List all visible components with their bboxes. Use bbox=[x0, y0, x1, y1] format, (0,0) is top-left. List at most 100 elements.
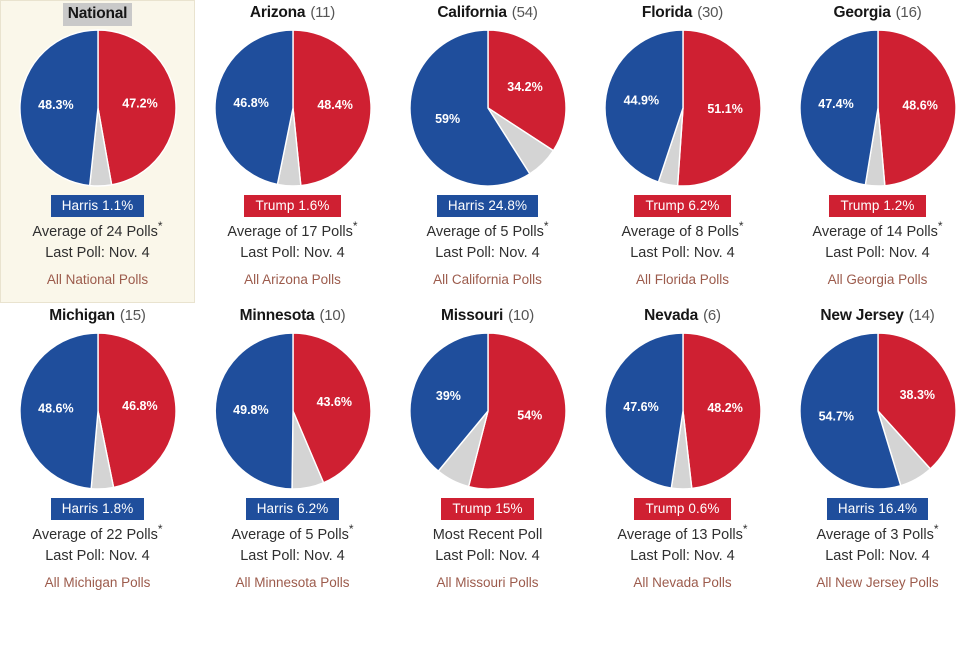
democrat-slice-label: 48.3% bbox=[38, 98, 73, 112]
democrat-slice-label: 47.6% bbox=[623, 400, 658, 414]
republican-slice bbox=[467, 332, 567, 490]
republican-slice-label: 54% bbox=[517, 409, 542, 423]
margin-badge: Harris 16.4% bbox=[826, 498, 929, 520]
card-title: Missouri (10) bbox=[441, 306, 534, 328]
all-polls-link[interactable]: All Michigan Polls bbox=[44, 575, 151, 590]
polls-count-line: Average of 14 Polls* bbox=[812, 219, 943, 243]
poll-card-georgia: Georgia (16) 48.6% 47.4% Trump 1.2% Average o… bbox=[780, 0, 975, 303]
polls-count-line: Average of 8 Polls* bbox=[621, 219, 744, 243]
pie-wrap: 46.8% 48.6% bbox=[18, 331, 178, 491]
electoral-votes: (14) bbox=[908, 307, 935, 324]
republican-slice bbox=[291, 332, 372, 484]
all-polls-link[interactable]: All New Jersey Polls bbox=[816, 575, 939, 590]
polls-count-text: Average of 13 Polls bbox=[617, 527, 743, 543]
asterisk-marker: * bbox=[352, 219, 358, 234]
state-name: National bbox=[62, 3, 133, 26]
pie-chart: 48.6% 47.4% bbox=[798, 29, 957, 187]
card-title: Arizona (11) bbox=[250, 3, 335, 25]
pie-wrap: 54% 39% bbox=[408, 331, 568, 491]
republican-slice-label: 38.3% bbox=[899, 388, 934, 402]
last-poll-line: Last Poll: Nov. 4 bbox=[630, 548, 735, 564]
state-name: Georgia bbox=[833, 4, 891, 21]
state-name: Arizona bbox=[249, 4, 306, 21]
last-poll-line: Last Poll: Nov. 4 bbox=[630, 245, 735, 261]
polls-count-text: Average of 24 Polls bbox=[32, 224, 158, 240]
pie-wrap: 48.2% 47.6% bbox=[603, 331, 763, 491]
republican-slice-label: 51.1% bbox=[707, 102, 742, 116]
polls-count-line: Average of 24 Polls* bbox=[32, 219, 163, 243]
republican-slice bbox=[291, 29, 372, 187]
democrat-slice-label: 59% bbox=[435, 112, 460, 126]
democrat-slice bbox=[408, 332, 489, 473]
state-name: Nevada bbox=[644, 307, 699, 324]
poll-card-missouri: Missouri (10) 54% 39% Trump 15% Most Recent P… bbox=[390, 303, 585, 606]
card-title: California (54) bbox=[437, 3, 538, 25]
democrat-slice bbox=[213, 29, 294, 186]
pie-wrap: 47.2% 48.3% bbox=[18, 28, 178, 188]
last-poll-line: Last Poll: Nov. 4 bbox=[240, 245, 345, 261]
last-poll-line: Last Poll: Nov. 4 bbox=[825, 548, 930, 564]
asterisk-marker: * bbox=[157, 522, 163, 537]
asterisk-marker: * bbox=[157, 219, 163, 234]
card-title: Nevada (6) bbox=[644, 306, 721, 328]
pie-chart: 48.2% 47.6% bbox=[603, 332, 762, 490]
all-polls-link[interactable]: All Nevada Polls bbox=[633, 575, 732, 590]
state-name: California bbox=[437, 4, 507, 21]
polls-count-text: Average of 8 Polls bbox=[621, 224, 739, 240]
asterisk-marker: * bbox=[742, 522, 748, 537]
all-polls-link[interactable]: All National Polls bbox=[46, 272, 149, 287]
poll-card-california: California (54) 34.2% 59% Harris 24.8% Averag… bbox=[390, 0, 585, 303]
republican-slice-label: 47.2% bbox=[122, 97, 157, 111]
asterisk-marker: * bbox=[933, 522, 939, 537]
republican-slice-label: 48.6% bbox=[902, 98, 937, 112]
all-polls-link[interactable]: All Arizona Polls bbox=[244, 272, 341, 287]
polls-count-text: Average of 14 Polls bbox=[812, 224, 938, 240]
margin-badge: Harris 1.1% bbox=[50, 195, 145, 217]
state-name: New Jersey bbox=[820, 307, 904, 324]
republican-slice-label: 46.8% bbox=[122, 399, 157, 413]
card-title: Georgia (16) bbox=[833, 3, 921, 25]
all-polls-link[interactable]: All Missouri Polls bbox=[436, 575, 539, 590]
poll-card-national: National 47.2% 48.3% Harris 1.1% Average of … bbox=[0, 0, 195, 303]
margin-badge: Trump 1.2% bbox=[829, 195, 926, 217]
polls-count-text: Average of 5 Polls bbox=[231, 527, 349, 543]
state-name: Missouri bbox=[440, 307, 504, 324]
pie-chart: 48.4% 46.8% bbox=[213, 29, 372, 187]
democrat-slice-label: 46.8% bbox=[233, 96, 268, 110]
all-polls-link[interactable]: All Minnesota Polls bbox=[235, 575, 350, 590]
last-poll-line: Last Poll: Nov. 4 bbox=[240, 548, 345, 564]
asterisk-marker: * bbox=[937, 219, 943, 234]
polls-count-line: Most Recent Poll bbox=[433, 525, 543, 546]
poll-card-florida: Florida (30) 51.1% 44.9% Trump 6.2% Average o… bbox=[585, 0, 780, 303]
poll-card-nevada: Nevada (6) 48.2% 47.6% Trump 0.6% Average of … bbox=[585, 303, 780, 606]
all-polls-link[interactable]: All Florida Polls bbox=[635, 272, 730, 287]
pie-chart: 51.1% 44.9% bbox=[603, 29, 762, 187]
last-poll-line: Last Poll: Nov. 4 bbox=[45, 245, 150, 261]
polls-count-text: Average of 5 Polls bbox=[426, 224, 544, 240]
republican-slice bbox=[681, 332, 762, 490]
all-polls-link[interactable]: All Georgia Polls bbox=[827, 272, 928, 287]
electoral-votes: (16) bbox=[895, 4, 922, 21]
electoral-votes: (11) bbox=[310, 4, 336, 21]
margin-badge: Trump 15% bbox=[441, 498, 534, 520]
margin-badge: Trump 6.2% bbox=[634, 195, 731, 217]
pie-chart: 47.2% 48.3% bbox=[18, 29, 177, 187]
state-name: Minnesota bbox=[239, 307, 315, 324]
electoral-votes: (10) bbox=[508, 307, 534, 324]
asterisk-marker: * bbox=[738, 219, 744, 234]
poll-card-new-jersey: New Jersey (14) 38.3% 54.7% Harris 16.4% Aver… bbox=[780, 303, 975, 606]
democrat-slice-label: 54.7% bbox=[818, 409, 853, 423]
all-polls-link[interactable]: All California Polls bbox=[433, 272, 542, 287]
democrat-slice-label: 39% bbox=[435, 389, 460, 403]
pie-wrap: 38.3% 54.7% bbox=[798, 331, 958, 491]
republican-slice bbox=[96, 29, 177, 186]
polls-count-text: Average of 3 Polls bbox=[816, 527, 934, 543]
pie-wrap: 34.2% 59% bbox=[408, 28, 568, 188]
pie-chart: 34.2% 59% bbox=[408, 29, 567, 187]
democrat-slice-label: 44.9% bbox=[623, 94, 658, 108]
last-poll-line: Last Poll: Nov. 4 bbox=[435, 245, 540, 261]
margin-badge: Harris 1.8% bbox=[50, 498, 145, 520]
electoral-votes: (54) bbox=[511, 4, 538, 21]
republican-slice bbox=[876, 332, 957, 470]
asterisk-marker: * bbox=[543, 219, 549, 234]
